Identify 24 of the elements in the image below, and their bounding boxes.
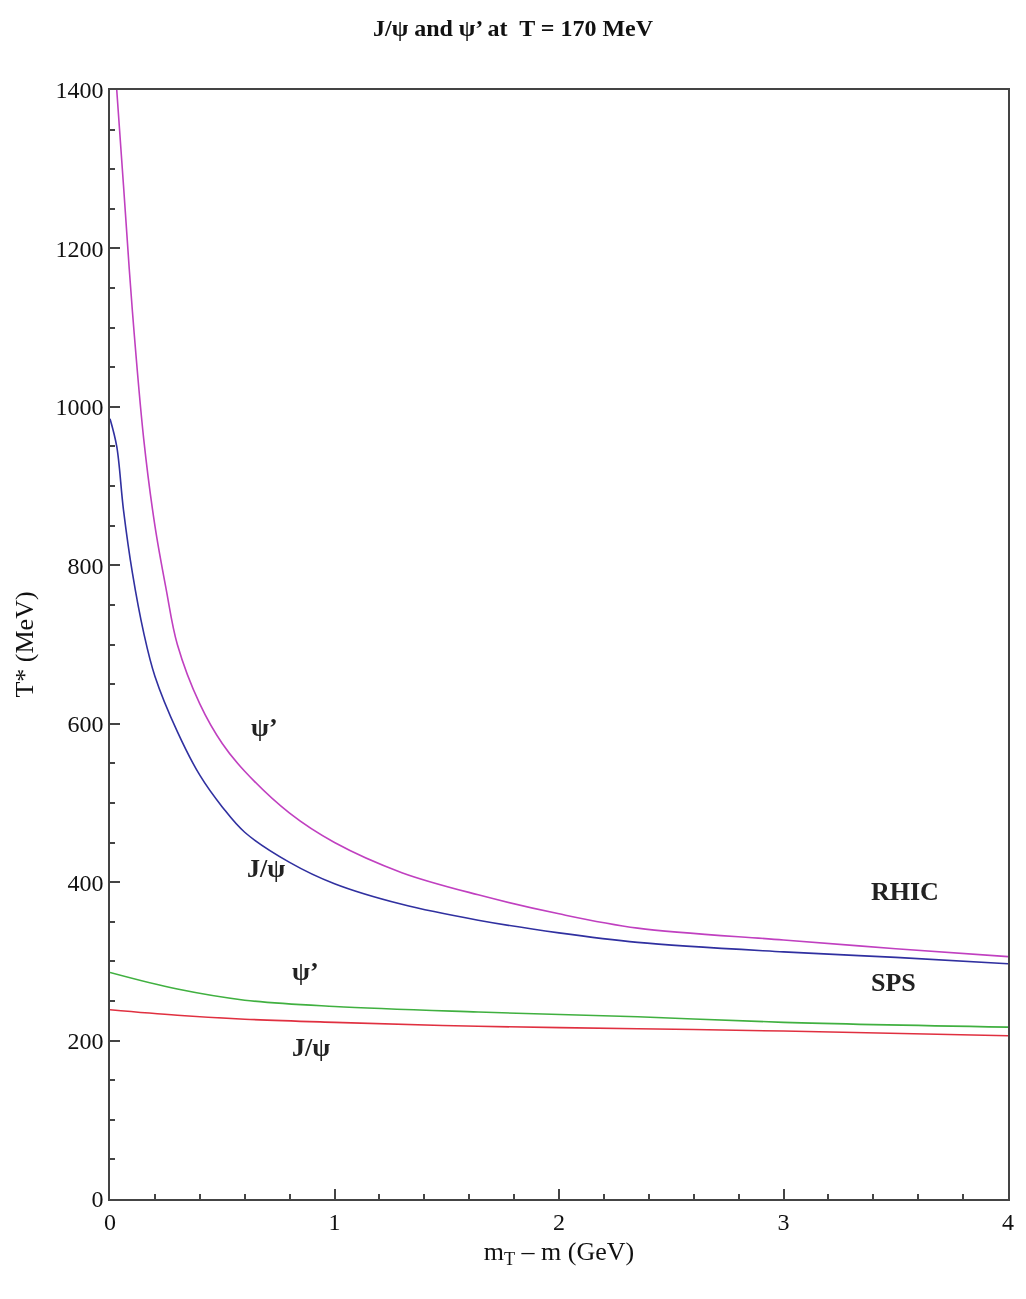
- x-axis-title: m$_{T}$ – m (GeV): [483, 1236, 635, 1270]
- y-axis-title: T* (MeV): [10, 591, 40, 698]
- line-series: [110, 1008, 1008, 1037]
- x-tick-label: 1: [328, 1208, 341, 1235]
- series-label: ψ’: [292, 957, 319, 986]
- y-tick-label: 400: [67, 869, 104, 896]
- series-label: ψ’: [251, 713, 278, 742]
- annotation: RHIC: [871, 877, 939, 906]
- y-tick-label: 0: [91, 1186, 104, 1213]
- line-series: [115, 90, 1008, 958]
- y-tick-label: 1000: [55, 394, 104, 421]
- y-tick-label: 200: [67, 1027, 104, 1054]
- x-tick-label: 2: [553, 1208, 565, 1235]
- y-tick-label: 1200: [55, 235, 104, 262]
- y-tick-label: 600: [67, 711, 104, 738]
- x-tick-label: 4: [1002, 1208, 1014, 1235]
- annotation: SPS: [871, 968, 916, 997]
- x-tick-label: 3: [777, 1208, 790, 1235]
- line-series: [110, 417, 1008, 965]
- chart-title: J/ψ and ψ’ at T = 170 MeV: [372, 15, 654, 42]
- series-label: J/ψ: [292, 1033, 331, 1062]
- y-tick-label: 1400: [55, 77, 104, 104]
- y-tick-label: 800: [67, 552, 104, 579]
- series-label: J/ψ: [247, 854, 286, 883]
